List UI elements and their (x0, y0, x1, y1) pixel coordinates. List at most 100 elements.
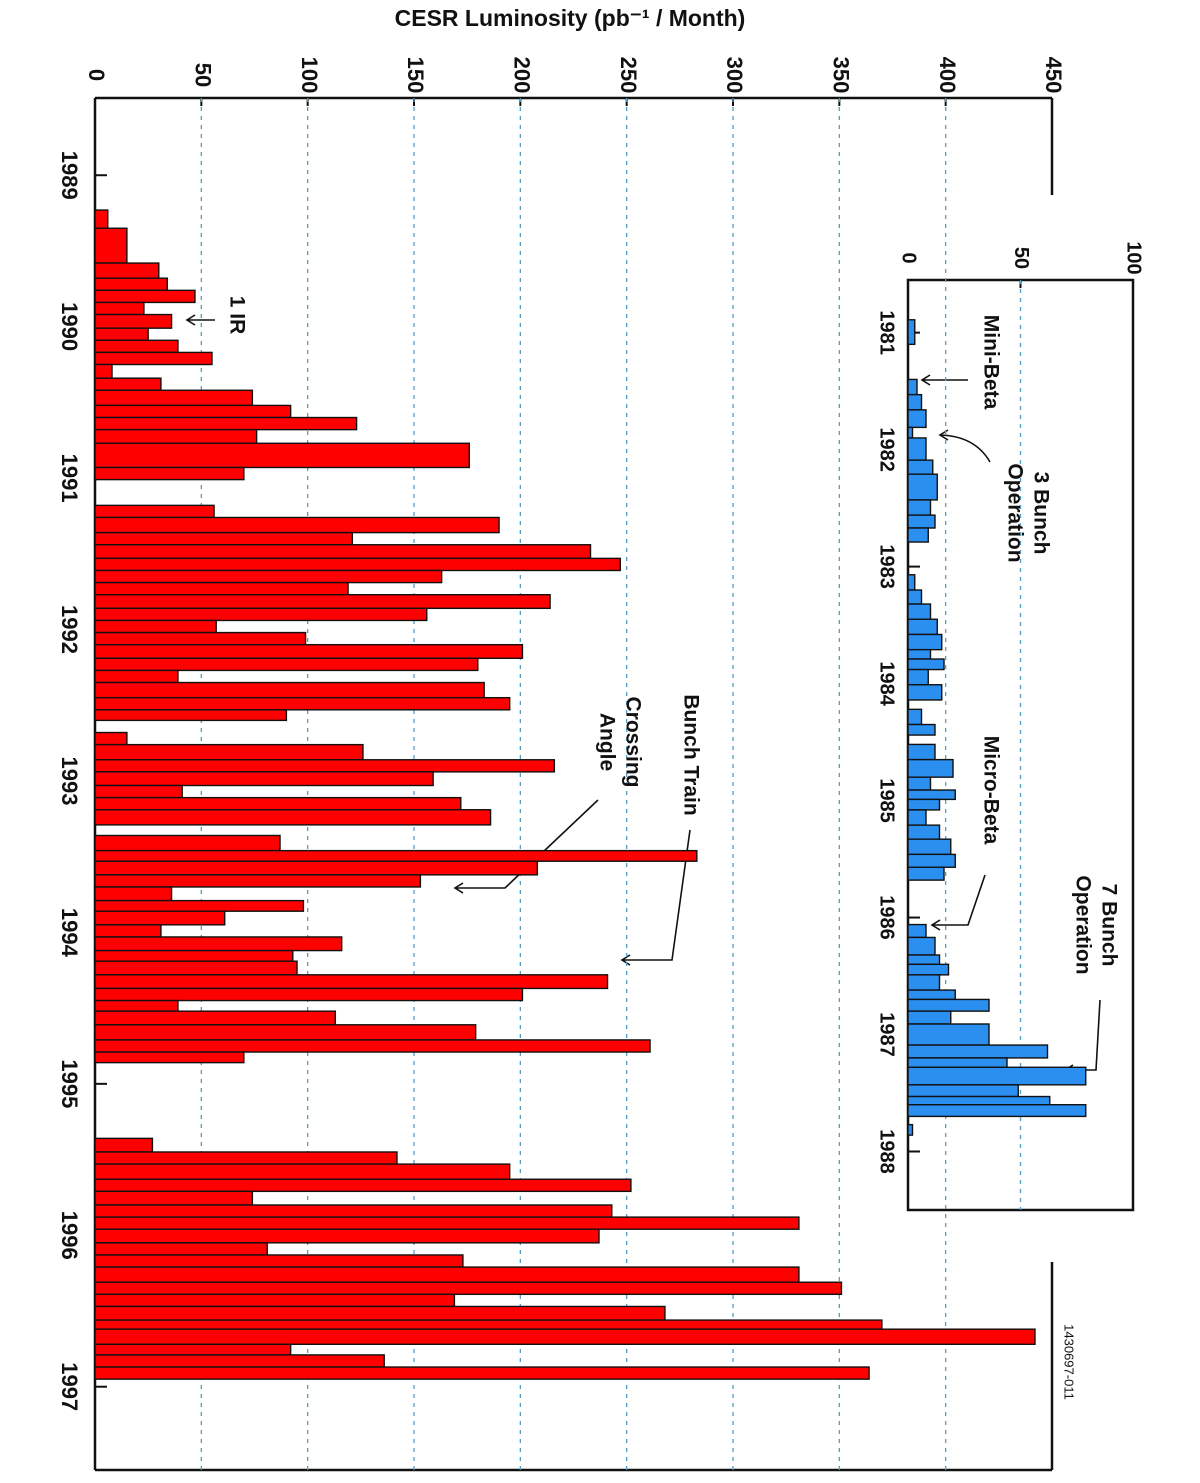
bar (94, 796, 462, 811)
bar (94, 631, 307, 646)
bar (94, 771, 434, 787)
bar (907, 527, 929, 543)
bar (94, 351, 213, 366)
bar (907, 776, 932, 791)
bar (907, 1084, 1019, 1098)
bar (94, 569, 443, 584)
year-label: 1985 (876, 778, 898, 823)
bar (94, 377, 162, 391)
arrow-micro-beta (930, 874, 986, 931)
year-label: 1984 (876, 661, 898, 706)
bar (94, 504, 215, 519)
bar (907, 974, 941, 991)
annotation: 7 Bunch (1097, 884, 1120, 967)
bar (907, 648, 932, 660)
bar (94, 389, 254, 407)
bar (94, 313, 173, 329)
bar (94, 743, 364, 761)
bar (907, 853, 956, 868)
bar (94, 466, 245, 481)
bar (94, 709, 288, 722)
bar (907, 809, 927, 826)
bar (907, 923, 927, 939)
bar (94, 731, 128, 746)
bar (94, 924, 162, 938)
bar (907, 499, 932, 516)
bar (94, 442, 470, 469)
bar (907, 1010, 952, 1025)
bar (94, 557, 621, 572)
bar (907, 824, 941, 840)
bar (907, 798, 941, 811)
bar (94, 516, 500, 534)
bar (94, 1163, 511, 1180)
year-label: 1987 (876, 1012, 898, 1057)
bar (907, 838, 952, 856)
axis-title: CESR Luminosity (pb⁻¹ / Month) (395, 5, 746, 31)
bar (94, 607, 428, 622)
value-tick-label: 0 (898, 252, 920, 263)
bar (94, 759, 556, 773)
annotation: Crossing (621, 696, 644, 787)
bar (94, 363, 113, 379)
year-label: 1989 (57, 151, 82, 200)
bar (94, 999, 179, 1012)
bar (94, 404, 292, 419)
bar (907, 437, 927, 461)
bar (94, 1242, 268, 1256)
bar (907, 789, 956, 801)
bar (94, 910, 226, 926)
arrow-bunch-train (620, 829, 691, 966)
bar (94, 301, 145, 316)
bar (94, 1178, 632, 1193)
bar (94, 262, 160, 279)
annotation: Bunch Train (679, 694, 702, 815)
year-label: 1996 (57, 1211, 82, 1260)
bar (907, 989, 956, 1001)
annotation: Operation (1003, 463, 1026, 562)
bar (94, 209, 109, 229)
bar (94, 581, 349, 596)
value-tick-label: 50 (1010, 247, 1032, 269)
bar (907, 954, 941, 966)
value-tick-label: 400 (935, 57, 960, 94)
bar (94, 643, 524, 660)
year-label: 1994 (57, 908, 82, 958)
bar (94, 1281, 843, 1296)
year-label: 1981 (876, 310, 898, 355)
bar (94, 960, 298, 976)
bar (907, 963, 950, 976)
value-tick-label: 450 (1041, 57, 1066, 94)
bar (907, 866, 945, 881)
year-label: 1990 (57, 302, 82, 351)
bar (907, 1057, 1008, 1068)
arrow-mini-beta (920, 374, 968, 386)
bar (94, 1228, 600, 1244)
bar (94, 289, 196, 304)
bar (94, 874, 422, 888)
bar (94, 277, 169, 292)
bar (94, 1328, 1036, 1346)
bar (907, 514, 936, 529)
value-tick-label: 150 (403, 57, 428, 94)
arrows (185, 314, 1101, 1076)
bar (907, 409, 927, 429)
bar (907, 758, 954, 778)
bar (907, 574, 916, 591)
bar (94, 669, 179, 684)
bar (94, 428, 258, 444)
bar (94, 936, 343, 952)
bar (94, 619, 217, 634)
bar (907, 936, 936, 956)
bar (94, 860, 539, 876)
bar (907, 1023, 990, 1046)
bar (94, 1137, 154, 1153)
bar (94, 681, 485, 699)
bar (94, 834, 281, 852)
value-tick-label: 100 (1123, 241, 1145, 274)
bar (94, 1010, 337, 1026)
bar (94, 1366, 870, 1380)
bar (94, 1305, 666, 1321)
bar (907, 459, 934, 475)
bar (94, 1254, 464, 1268)
